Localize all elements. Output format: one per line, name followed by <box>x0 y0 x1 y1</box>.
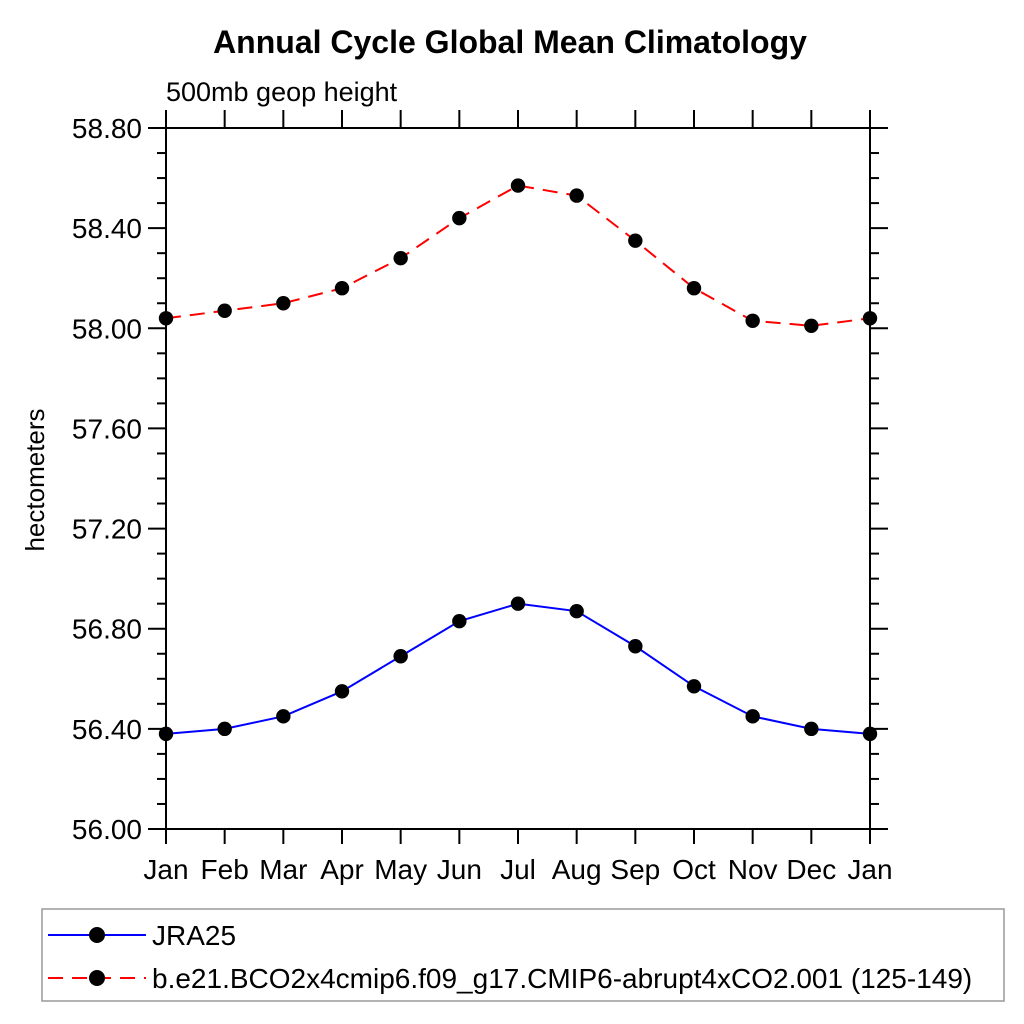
data-point-marker <box>452 210 467 226</box>
x-tick-labels: Jan Feb Mar Apr May Jun Jul Aug Sep Oct Nov Dec Jan <box>143 854 892 885</box>
axis-ticks <box>148 110 888 844</box>
x-tick-label: Jan <box>143 854 188 885</box>
x-tick-label: Mar <box>259 854 307 885</box>
data-point-marker <box>569 188 584 203</box>
y-tick-label: 57.20 <box>72 514 142 545</box>
chart-subtitle: 500mb geop height <box>166 77 398 107</box>
legend: JRA25 b.e21.BCO2x4cmip6.f09_g17.CMIP6-abr… <box>41 908 1005 1002</box>
x-tick-label: Nov <box>728 854 778 885</box>
x-tick-label: Apr <box>320 854 364 885</box>
plot-border <box>165 127 871 830</box>
x-tick-label: Feb <box>201 854 249 885</box>
y-tick-label: 58.80 <box>72 113 142 144</box>
x-tick-label: Sep <box>610 854 660 885</box>
series-line <box>165 602 871 735</box>
data-point-marker <box>217 303 232 318</box>
data-point-marker <box>334 684 350 699</box>
data-point-marker <box>804 318 819 333</box>
x-tick-label: Oct <box>672 854 716 885</box>
series-line <box>165 184 871 327</box>
x-tick-label: Dec <box>786 854 836 885</box>
data-point-marker <box>628 639 643 654</box>
y-tick-label: 56.00 <box>72 814 142 845</box>
data-point-marker <box>745 709 760 724</box>
data-point-marker <box>745 313 760 328</box>
data-point-marker <box>217 721 232 737</box>
y-axis-title: hectometers <box>20 408 50 551</box>
data-series <box>158 178 878 742</box>
x-tick-label: Jun <box>437 854 482 885</box>
data-point-marker <box>393 649 408 664</box>
legend-swatch-marker <box>89 927 105 943</box>
legend-swatch-marker <box>89 970 105 986</box>
y-tick-label: 58.00 <box>72 313 142 344</box>
legend-box <box>41 908 1005 1002</box>
data-point-marker <box>510 178 526 193</box>
legend-item-label: JRA25 <box>152 920 236 951</box>
x-tick-label: Aug <box>552 854 602 885</box>
data-point-marker <box>804 721 819 737</box>
plot-frame <box>165 127 871 830</box>
data-point-marker <box>452 614 467 629</box>
data-point-marker <box>334 281 350 296</box>
data-point-marker <box>510 596 526 611</box>
data-point-marker <box>276 296 291 311</box>
y-tick-label: 57.60 <box>72 413 142 444</box>
y-tick-label: 58.40 <box>72 213 142 244</box>
chart-title: Annual Cycle Global Mean Climatology <box>213 24 807 60</box>
data-point-marker <box>393 250 408 266</box>
x-tick-label: Jul <box>500 854 536 885</box>
data-point-marker <box>569 603 584 619</box>
x-tick-label: May <box>374 854 427 885</box>
data-point-marker <box>628 233 643 248</box>
legend-item-label: b.e21.BCO2x4cmip6.f09_g17.CMIP6-abrupt4x… <box>152 963 972 994</box>
y-tick-label: 56.40 <box>72 714 142 745</box>
data-point-marker <box>686 679 702 694</box>
y-tick-labels: 56.00 56.40 56.80 57.20 57.60 58.00 58.40 58.80 <box>72 113 142 845</box>
data-point-marker <box>276 709 291 724</box>
y-tick-label: 56.80 <box>72 614 142 645</box>
data-point-marker <box>686 281 702 296</box>
x-tick-label: Jan <box>847 854 892 885</box>
